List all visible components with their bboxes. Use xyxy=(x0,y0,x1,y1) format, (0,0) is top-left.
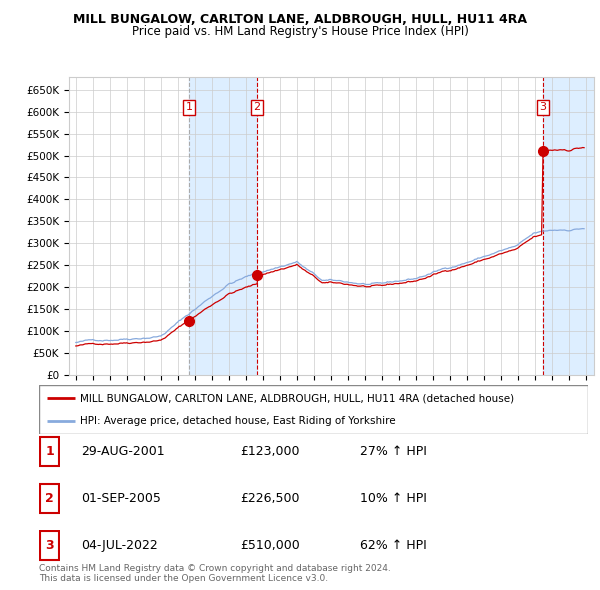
Text: £226,500: £226,500 xyxy=(240,492,299,505)
Text: 2: 2 xyxy=(45,492,54,505)
Text: 3: 3 xyxy=(45,539,54,552)
Text: 29-AUG-2001: 29-AUG-2001 xyxy=(81,445,164,458)
Text: MILL BUNGALOW, CARLTON LANE, ALDBROUGH, HULL, HU11 4RA: MILL BUNGALOW, CARLTON LANE, ALDBROUGH, … xyxy=(73,13,527,26)
Text: 1: 1 xyxy=(45,445,54,458)
Text: Contains HM Land Registry data © Crown copyright and database right 2024.
This d: Contains HM Land Registry data © Crown c… xyxy=(39,563,391,583)
Text: Price paid vs. HM Land Registry's House Price Index (HPI): Price paid vs. HM Land Registry's House … xyxy=(131,25,469,38)
Text: £123,000: £123,000 xyxy=(240,445,299,458)
Text: £510,000: £510,000 xyxy=(240,539,300,552)
Text: 3: 3 xyxy=(539,103,547,112)
Text: 01-SEP-2005: 01-SEP-2005 xyxy=(81,492,161,505)
Text: 10% ↑ HPI: 10% ↑ HPI xyxy=(360,492,427,505)
Text: 2: 2 xyxy=(253,103,260,112)
Text: HPI: Average price, detached house, East Riding of Yorkshire: HPI: Average price, detached house, East… xyxy=(80,415,396,425)
Bar xyxy=(543,77,594,375)
Text: MILL BUNGALOW, CARLTON LANE, ALDBROUGH, HULL, HU11 4RA (detached house): MILL BUNGALOW, CARLTON LANE, ALDBROUGH, … xyxy=(80,394,514,404)
Text: 1: 1 xyxy=(185,103,193,112)
Text: 27% ↑ HPI: 27% ↑ HPI xyxy=(360,445,427,458)
Bar xyxy=(189,77,257,375)
Text: 62% ↑ HPI: 62% ↑ HPI xyxy=(360,539,427,552)
Text: 04-JUL-2022: 04-JUL-2022 xyxy=(81,539,158,552)
